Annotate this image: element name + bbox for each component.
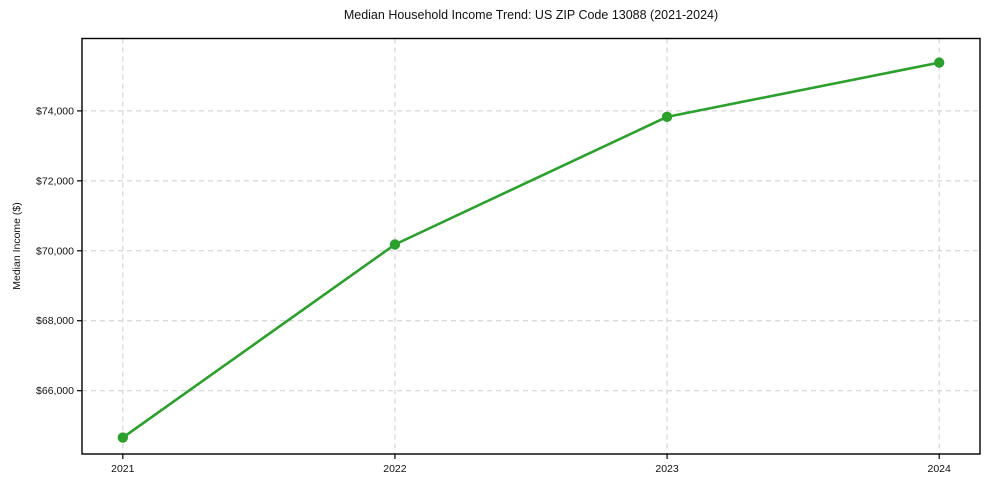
plot-frame [81, 37, 981, 455]
x-tick-label: 2022 [383, 463, 407, 475]
y-tick-label: $68,000 [36, 315, 74, 327]
data-point [661, 111, 673, 123]
data-line [121, 61, 941, 439]
x-tick-label: 2024 [928, 463, 952, 475]
data-point [117, 432, 129, 443]
y-tick-label: $74,000 [36, 105, 74, 117]
y-tick-label: $70,000 [36, 245, 74, 257]
x-tick-label: 2021 [111, 463, 135, 475]
data-point [389, 239, 401, 250]
y-tick-label: $72,000 [36, 175, 74, 187]
x-tick-label: 2023 [655, 463, 679, 475]
data-point [933, 57, 945, 68]
chart-title: Median Household Income Trend: US ZIP Co… [343, 8, 719, 22]
y-tick-label: $66,000 [36, 385, 74, 397]
